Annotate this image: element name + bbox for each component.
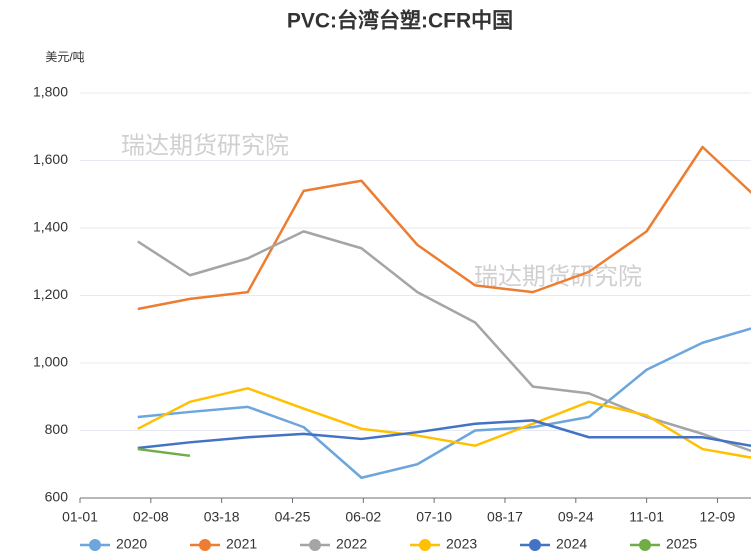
legend-marker <box>639 539 651 551</box>
plot-area <box>137 145 751 479</box>
watermark: 瑞达期货研究院 <box>121 132 289 159</box>
x-tick-label: 06-02 <box>345 509 381 525</box>
x-tick-label: 12-09 <box>700 509 736 525</box>
legend-label: 2021 <box>226 536 257 552</box>
y-tick-label: 600 <box>45 489 69 505</box>
y-axis-label: 美元/吨 <box>45 50 84 64</box>
legend-label: 2025 <box>666 536 697 552</box>
legend-marker <box>309 539 321 551</box>
x-tick-label: 02-08 <box>133 509 169 525</box>
series-line <box>137 387 751 459</box>
x-tick-label: 04-25 <box>275 509 311 525</box>
legend-marker <box>199 539 211 551</box>
x-tick-label: 09-24 <box>558 509 594 525</box>
x-tick-label: 03-18 <box>204 509 240 525</box>
y-tick-label: 1,000 <box>33 354 68 370</box>
y-tick-label: 1,200 <box>33 286 68 302</box>
series-line <box>137 447 191 458</box>
legend-label: 2020 <box>116 536 147 552</box>
legend-label: 2024 <box>556 536 587 552</box>
chart-title: PVC:台湾台塑:CFR中国 <box>287 9 513 33</box>
legend-label: 2023 <box>446 536 477 552</box>
watermark: 瑞达期货研究院 <box>474 263 642 290</box>
x-tick-label: 07-10 <box>416 509 452 525</box>
y-tick-label: 1,800 <box>33 84 68 100</box>
x-tick-label: 01-01 <box>62 509 98 525</box>
series-line <box>137 145 751 311</box>
x-tick-label: 08-17 <box>487 509 523 525</box>
series-line <box>137 419 751 450</box>
series-line <box>137 327 751 479</box>
legend-marker <box>529 539 541 551</box>
legend-marker <box>89 539 101 551</box>
legend-marker <box>419 539 431 551</box>
x-tick-label: 11-01 <box>629 509 664 525</box>
y-tick-label: 800 <box>45 421 69 437</box>
y-tick-label: 1,600 <box>33 151 68 167</box>
legend-label: 2022 <box>336 536 367 552</box>
y-tick-label: 1,400 <box>33 219 68 235</box>
